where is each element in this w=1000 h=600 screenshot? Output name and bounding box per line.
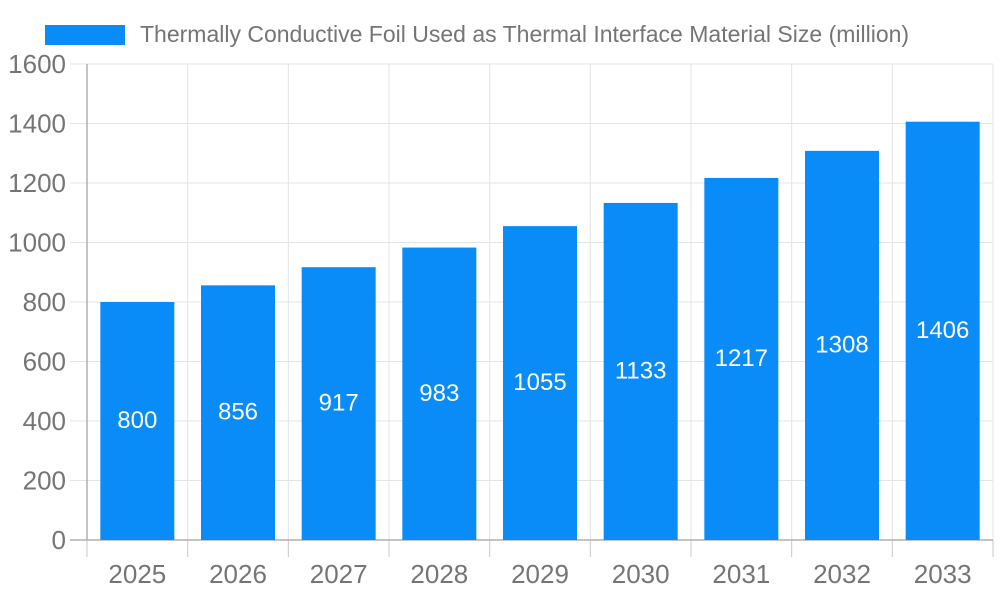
bar-2026 [201,285,275,540]
bar-2027 [301,267,376,540]
y-tick-label-1400: 1400 [8,109,66,139]
y-tick-label-600: 600 [23,347,66,377]
x-tick-label-2033: 2033 [914,559,972,589]
y-tick-label-0: 0 [52,525,66,555]
y-tick-label-1200: 1200 [8,168,66,198]
x-tick-label-2026: 2026 [209,559,267,589]
bar-2031 [704,177,779,540]
bar-value-label-2028: 983 [419,380,459,407]
bar-value-label-2027: 917 [319,390,359,417]
y-tick-label-1600: 1600 [8,49,66,79]
y-tick-label-800: 800 [23,287,66,317]
bar-2030 [603,202,678,540]
x-tick-label-2032: 2032 [813,559,871,589]
bar-2028 [402,247,477,540]
y-tick-label-400: 400 [23,406,66,436]
bar-value-label-2026: 856 [218,399,258,426]
x-tick-label-2031: 2031 [712,559,770,589]
bar-2033 [905,121,980,540]
x-tick-label-2030: 2030 [612,559,670,589]
legend: Thermally Conductive Foil Used as Therma… [45,23,909,46]
x-tick-label-2028: 2028 [410,559,468,589]
y-tick-label-1000: 1000 [8,228,66,258]
x-tick-label-2027: 2027 [310,559,368,589]
bar-value-label-2033: 1406 [916,317,969,344]
bar-2025 [100,302,175,540]
y-tick-label-200: 200 [23,466,66,496]
legend-swatch [45,24,125,45]
bar-value-label-2031: 1217 [715,345,768,372]
bar-value-label-2029: 1055 [513,369,566,396]
bar-2029 [503,226,577,540]
x-tick-label-2025: 2025 [108,559,166,589]
x-tick-label-2029: 2029 [511,559,569,589]
bar-value-label-2032: 1308 [815,331,868,358]
legend-title: Thermally Conductive Foil Used as Therma… [140,21,910,47]
bar-value-label-2025: 800 [117,407,157,434]
bar-value-label-2030: 1133 [615,357,667,384]
bar-2032 [805,150,879,540]
